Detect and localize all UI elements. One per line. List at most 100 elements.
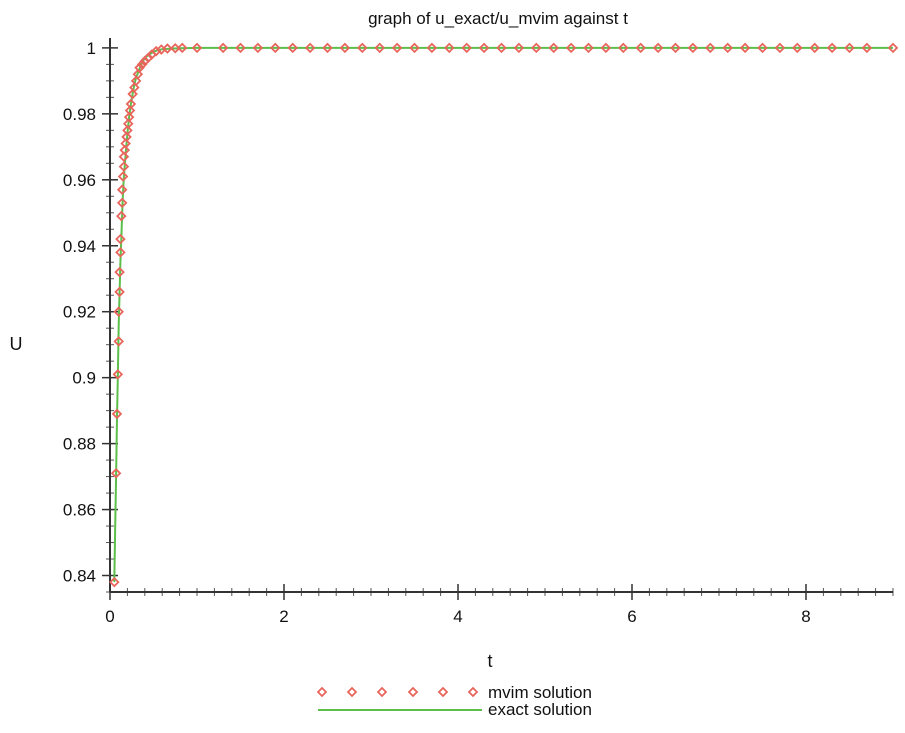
mvim-solution-point	[687, 42, 699, 54]
y-tick-label: 0.88	[63, 435, 96, 454]
x-axis-label: t	[487, 651, 492, 671]
mvim-solution-point	[113, 306, 124, 317]
mvim-solution-point	[122, 118, 134, 130]
mvim-solution-point	[270, 42, 281, 54]
mvim-solution-point	[123, 111, 135, 123]
y-tick-label: 1	[87, 39, 96, 58]
mvim-solution-point	[217, 42, 229, 54]
x-tick-label: 4	[453, 607, 462, 626]
x-tick-label: 8	[801, 607, 810, 626]
mvim-solution-point	[722, 42, 733, 54]
mvim-solution-point	[130, 75, 142, 87]
mvim-solution-point	[176, 42, 188, 54]
legend-marker-swatch	[346, 686, 358, 698]
mvim-solution-point	[252, 42, 264, 54]
mvim-solution-point	[826, 42, 838, 54]
mvim-solution-point	[117, 171, 129, 182]
mvim-solution-point	[357, 42, 368, 54]
mvim-solution-point	[122, 125, 133, 136]
y-tick-label: 0.96	[63, 171, 96, 190]
mvim-solution-point	[444, 42, 455, 54]
mvim-solution-point	[287, 42, 298, 54]
legend-label-exact: exact solution	[488, 700, 592, 719]
mvim-solution-point	[600, 42, 612, 54]
mvim-solution-point	[652, 42, 664, 54]
y-tick-label: 0.98	[63, 105, 96, 124]
mvim-solution-point	[121, 131, 132, 143]
y-tick-label: 0.86	[63, 501, 96, 520]
legend-marker-swatch	[316, 686, 328, 698]
mvim-solution-point	[531, 42, 542, 54]
legend-marker-swatch	[376, 686, 388, 698]
mvim-solution-point	[118, 151, 130, 162]
mvim-solution-point	[513, 42, 525, 54]
mvim-solution-point	[115, 247, 126, 258]
mvim-solution-point	[887, 42, 899, 54]
legend-label-mvim: mvim solution	[488, 683, 592, 702]
mvim-solution-point	[861, 42, 873, 54]
series-layer	[109, 42, 899, 588]
mvim-solution-point	[113, 336, 124, 347]
y-axis-ticks: 0.84 0.86 0.88 0.9 0.92 0.94 0.96 0.98 1	[63, 39, 118, 586]
mvim-solution-point	[124, 105, 136, 116]
mvim-solution-point	[115, 233, 126, 245]
chart-title: graph of u_exact/u_mvim against t	[368, 9, 628, 28]
legend-marker-swatch	[437, 686, 449, 698]
y-tick-label: 0.94	[63, 237, 96, 256]
mvim-solution-point	[792, 42, 803, 54]
mvim-solution-point	[548, 42, 559, 54]
mvim-solution-point	[119, 144, 131, 156]
exact-solution-line	[113, 46, 893, 583]
x-tick-label: 0	[105, 607, 114, 626]
legend-marker-swatch	[407, 686, 419, 698]
mvim-solution-point	[169, 42, 181, 54]
mvim-solution-point	[409, 42, 420, 54]
mvim-solution-point	[461, 42, 472, 54]
mvim-solution-point	[110, 468, 122, 479]
mvim-solution-point	[496, 42, 507, 54]
x-tick-label: 6	[627, 607, 636, 626]
mvim-solution-point	[116, 184, 128, 195]
mvim-solution-point	[774, 42, 786, 54]
mvim-solution-point	[391, 42, 403, 54]
y-tick-label: 0.92	[63, 303, 96, 322]
mvim-solution-point	[235, 42, 246, 54]
minor-ticks	[106, 47, 894, 596]
mvim-solution-point	[191, 42, 203, 54]
mvim-solution-point	[111, 408, 123, 420]
mvim-solution-point	[136, 59, 148, 70]
mvim-solution-point	[618, 42, 629, 54]
mvim-solution-point	[426, 42, 438, 54]
mvim-solution-point	[757, 42, 768, 54]
y-tick-label: 0.84	[63, 567, 96, 586]
mvim-solution-point	[134, 62, 145, 73]
y-axis-label: U	[10, 334, 23, 354]
mvim-solution-point	[374, 42, 385, 54]
mvim-solution-point	[705, 42, 716, 54]
mvim-solution-point	[114, 286, 125, 298]
mvim-solution-point	[112, 369, 124, 380]
x-tick-label: 2	[279, 607, 288, 626]
mvim-solution-point	[670, 42, 681, 54]
mvim-solution-point	[118, 161, 130, 172]
mvim-solution-point	[125, 98, 137, 110]
mvim-solution-point	[339, 42, 351, 54]
mvim-solution-point	[739, 42, 751, 54]
mvim-solution-point	[809, 42, 820, 54]
mvim-solution-point	[114, 266, 125, 278]
mvim-solution-point	[129, 82, 140, 93]
y-tick-label: 0.9	[72, 369, 96, 388]
mvim-solution-point	[844, 42, 855, 54]
legend-marker-swatch	[467, 686, 479, 698]
mvim-solution-point	[116, 197, 128, 209]
x-axis-ticks: 0 2 4 6 8	[105, 584, 811, 626]
mvim-solution-point	[583, 42, 594, 54]
mvim-solution-point	[162, 43, 173, 54]
mvim-solution-point	[478, 42, 490, 54]
mvim-solution-point	[635, 42, 646, 54]
axes	[109, 38, 893, 593]
mvim-solution-point	[132, 69, 144, 80]
